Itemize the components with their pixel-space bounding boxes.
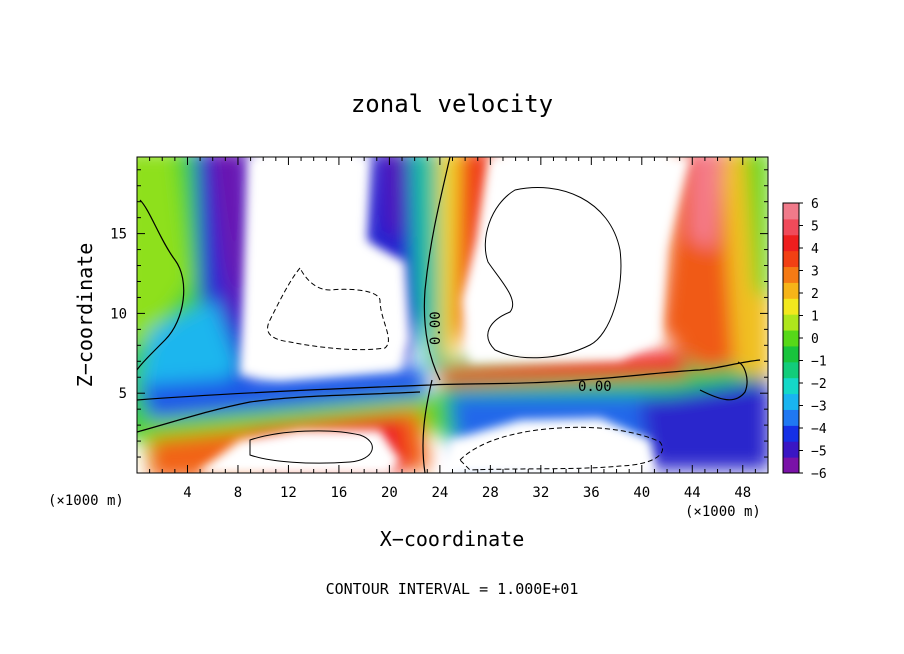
colorbar-swatch [783,314,799,331]
colorbar-tick-label: 2 [811,287,819,302]
colorbar-tick-label: −3 [811,400,827,415]
colorbar-swatch [783,393,799,410]
x-unit-right: (×1000 m) [685,504,761,520]
x-tick-label: 20 [381,485,398,501]
colorbar-tick-label: 0 [811,332,819,347]
colorbar-tick-label: 5 [811,220,819,235]
colorbar-tick-label: 3 [811,265,819,280]
colorbar-tick-label: −2 [811,377,827,392]
colorbar-swatch [783,298,799,315]
colorbar-tick-label: 6 [811,197,819,212]
colorbar-swatch [783,425,799,442]
heatmap-field: 0.00 0.00 [137,157,768,473]
colorbar-tick-label: 1 [811,310,819,325]
contour-label-vertical: 0.00 [428,311,444,345]
x-tick-label: 28 [482,485,499,501]
colorbar-tick-label: −6 [811,467,827,482]
colorbar-tick-label: −5 [811,445,827,460]
contour-interval-footer: CONTOUR INTERVAL = 1.000E+01 [326,580,579,598]
colorbar-tick-label: −4 [811,422,827,437]
colorbar-swatch [783,377,799,395]
y-tick-label: 10 [110,306,127,322]
y-tick-label: 15 [110,227,127,243]
colorbar-swatch [783,330,799,347]
x-unit-left: (×1000 m) [48,493,124,509]
y-axis-title: Z−coordinate [73,243,97,388]
y-tick-label: 5 [119,386,127,402]
contour-label-horizontal: 0.00 [578,379,612,395]
colorbar-swatch [783,250,799,268]
colorbar-swatch [783,234,799,252]
x-tick-label: 48 [734,485,751,501]
x-tick-label: 4 [183,485,191,501]
colorbar-swatch [783,345,799,363]
colorbar-swatch [783,282,799,299]
y-axis-ticks: 5 10 15 [110,169,768,458]
x-axis-title: X−coordinate [380,527,525,551]
x-tick-label: 12 [280,485,297,501]
colorbar-swatch [783,361,799,379]
x-tick-label: 32 [532,485,549,501]
colorbar-swatch [783,218,799,236]
x-tick-label: 44 [684,485,701,501]
colorbar-tick-label: −1 [811,355,827,370]
x-tick-label: 40 [633,485,650,501]
colorbar-tick-label: 4 [811,242,819,257]
colorbar-swatch [783,457,799,474]
chart-title: zonal velocity [351,90,553,118]
colorbar-swatch [783,266,799,283]
colorbar: 6 5 4 3 2 1 0 −1 −2 −3 −4 −5 −6 [782,197,827,482]
x-tick-label: 36 [583,485,600,501]
x-tick-label: 16 [330,485,347,501]
colorbar-swatch [783,441,799,458]
colorbar-swatch [783,203,799,220]
x-tick-label: 8 [234,485,242,501]
colorbar-swatch [783,409,799,426]
x-tick-label: 24 [431,485,448,501]
x-axis-ticks: 4 8 12 16 20 24 28 32 36 40 44 48 [149,157,756,501]
